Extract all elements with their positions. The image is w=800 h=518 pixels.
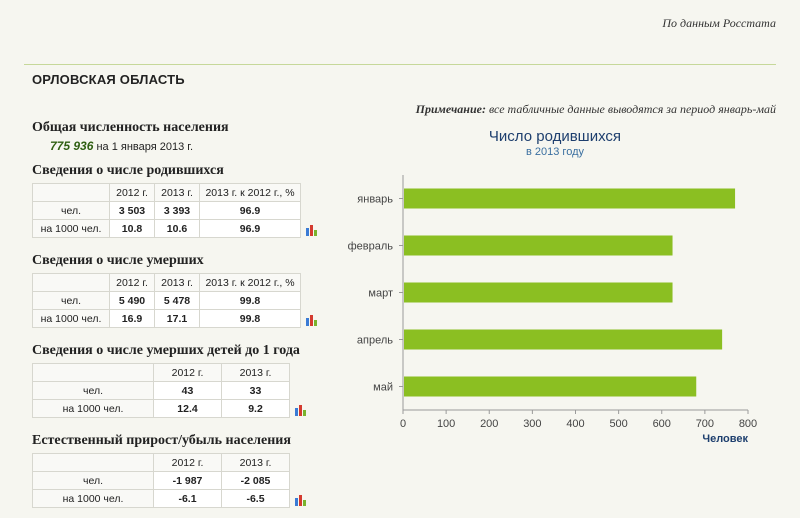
header-empty <box>32 453 154 472</box>
table-header-row: 2012 г. 2013 г. 2013 г. к 2012 г., % <box>32 183 301 202</box>
x-axis-label: Человек <box>702 433 748 445</box>
category-label: март <box>368 288 393 300</box>
x-tick-label: 500 <box>609 418 627 430</box>
table-row: на 1000 чел. -6.1 -6.5 <box>32 489 290 508</box>
infant-deaths-table-wrap: 2012 г. 2013 г. чел. 43 33 на 1000 чел. … <box>32 363 306 418</box>
value-2013: -6.5 <box>221 489 290 508</box>
note-text: все табличные данные выводятся за период… <box>485 102 776 116</box>
natural-growth-title: Естественный прирост/убыль населения <box>32 433 291 448</box>
category-label: январь <box>357 194 393 206</box>
value-2012: -6.1 <box>153 489 222 508</box>
value-2012: 10.8 <box>109 219 155 238</box>
table-row: на 1000 чел. 12.4 9.2 <box>32 399 290 418</box>
table-row: чел. 43 33 <box>32 381 290 400</box>
value-ratio: 99.8 <box>199 309 301 328</box>
row-label: на 1000 чел. <box>32 489 154 508</box>
bar-0 <box>404 188 736 209</box>
x-tick-label: 100 <box>437 418 455 430</box>
header-empty <box>32 273 110 292</box>
chart-subtitle: в 2013 году <box>526 146 584 158</box>
bar-1 <box>404 235 673 256</box>
births-title: Сведения о числе родившихся <box>32 163 224 178</box>
population-date: на 1 января 2013 г. <box>96 141 194 153</box>
natural-growth-table-wrap: 2012 г. 2013 г. чел. -1 987 -2 085 на 10… <box>32 453 306 508</box>
header-cell: 2013 г. к 2012 г., % <box>199 183 301 202</box>
row-label: на 1000 чел. <box>32 219 110 238</box>
note: Примечание: все табличные данные выводят… <box>416 102 776 117</box>
births-table: 2012 г. 2013 г. 2013 г. к 2012 г., % чел… <box>32 183 301 238</box>
stats-panel: Общая численность населения 775 936 на 1… <box>32 120 332 513</box>
bar-chart-icon[interactable] <box>306 225 319 236</box>
population-line: 775 936 на 1 января 2013 г. <box>50 139 332 153</box>
header-cell: 2012 г. <box>153 363 222 382</box>
table-row: чел. -1 987 -2 085 <box>32 471 290 490</box>
category-label: апрель <box>357 335 393 347</box>
table-row: на 1000 чел. 16.9 17.1 99.8 <box>32 309 301 328</box>
bar-3 <box>404 329 723 350</box>
header-empty <box>32 363 154 382</box>
bar-2 <box>404 282 673 303</box>
row-label: на 1000 чел. <box>32 309 110 328</box>
infant-deaths-table: 2012 г. 2013 г. чел. 43 33 на 1000 чел. … <box>32 363 290 418</box>
header-cell: 2012 г. <box>109 183 155 202</box>
header-cell: 2013 г. <box>221 363 290 382</box>
bar-chart-icon[interactable] <box>295 495 308 506</box>
value-2012: 12.4 <box>153 399 222 418</box>
bar-chart-icon[interactable] <box>306 315 319 326</box>
table-row: на 1000 чел. 10.8 10.6 96.9 <box>32 219 301 238</box>
births-table-wrap: 2012 г. 2013 г. 2013 г. к 2012 г., % чел… <box>32 183 317 238</box>
source-note: По данным Росстата <box>662 16 776 30</box>
value-ratio: 96.9 <box>199 201 301 220</box>
chart-title: Число родившихся <box>488 128 622 145</box>
header-cell: 2012 г. <box>109 273 155 292</box>
deaths-title: Сведения о числе умерших <box>32 253 204 268</box>
x-tick-label: 700 <box>696 418 714 430</box>
x-tick-label: 800 <box>739 418 757 430</box>
category-label: февраль <box>348 241 394 253</box>
value-2013: 9.2 <box>221 399 290 418</box>
population-title: Общая численность населения <box>32 120 229 135</box>
table-header-row: 2012 г. 2013 г. <box>32 363 290 382</box>
value-ratio: 96.9 <box>199 219 301 238</box>
row-label: на 1000 чел. <box>32 399 154 418</box>
value-2012: 16.9 <box>109 309 155 328</box>
header-empty <box>32 183 110 202</box>
value-2013: 5 478 <box>154 291 200 310</box>
note-label: Примечание: <box>415 102 486 116</box>
top-divider <box>24 64 776 65</box>
deaths-table-wrap: 2012 г. 2013 г. 2013 г. к 2012 г., % чел… <box>32 273 317 328</box>
header-cell: 2013 г. к 2012 г., % <box>199 273 301 292</box>
population-value: 775 936 <box>50 139 94 153</box>
header-cell: 2013 г. <box>154 273 200 292</box>
table-header-row: 2012 г. 2013 г. <box>32 453 290 472</box>
row-label: чел. <box>32 201 110 220</box>
category-label: май <box>373 382 393 394</box>
x-tick-label: 400 <box>566 418 584 430</box>
deaths-table: 2012 г. 2013 г. 2013 г. к 2012 г., % чел… <box>32 273 301 328</box>
bar-chart-icon[interactable] <box>295 405 308 416</box>
natural-growth-table: 2012 г. 2013 г. чел. -1 987 -2 085 на 10… <box>32 453 290 508</box>
row-label: чел. <box>32 291 110 310</box>
x-tick-label: 600 <box>653 418 671 430</box>
x-tick-label: 300 <box>523 418 541 430</box>
bar-4 <box>404 376 697 397</box>
infant-deaths-title: Сведения о числе умерших детей до 1 года <box>32 343 300 358</box>
table-row: чел. 3 503 3 393 96.9 <box>32 201 301 220</box>
table-row: чел. 5 490 5 478 99.8 <box>32 291 301 310</box>
header-cell: 2013 г. <box>221 453 290 472</box>
table-header-row: 2012 г. 2013 г. 2013 г. к 2012 г., % <box>32 273 301 292</box>
x-tick-label: 200 <box>480 418 498 430</box>
region-title: ОРЛОВСКАЯ ОБЛАСТЬ <box>32 72 185 87</box>
x-tick-label: 0 <box>400 418 406 430</box>
